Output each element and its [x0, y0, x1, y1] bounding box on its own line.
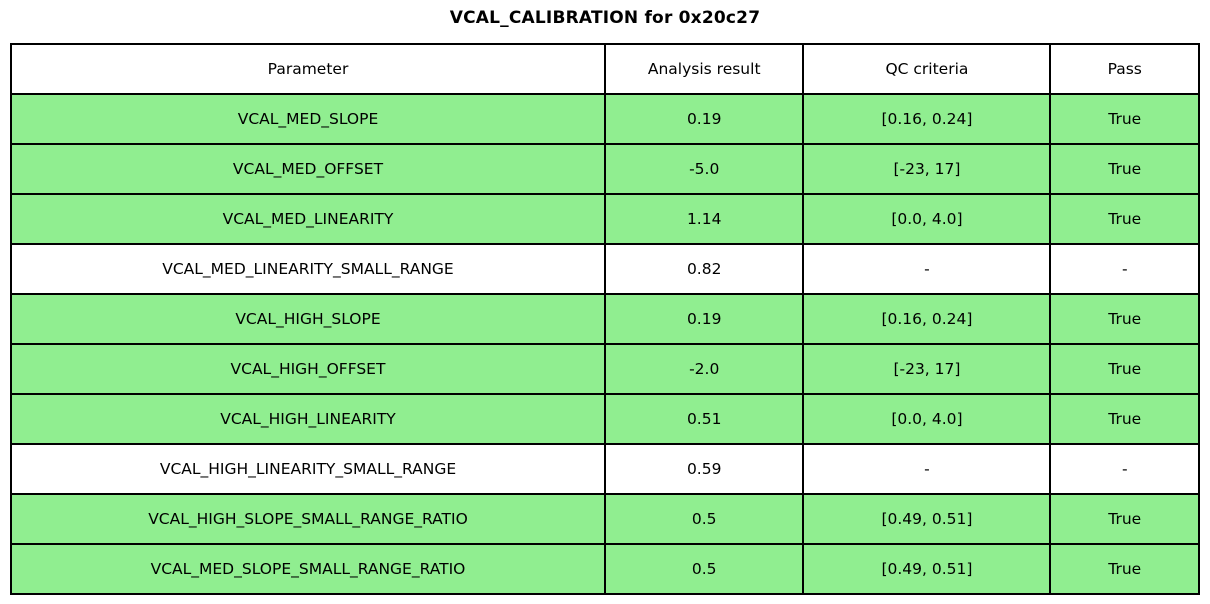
parameter-cell: VCAL_HIGH_SLOPE — [10, 293, 606, 345]
criteria-cell: [0.0, 4.0] — [802, 193, 1052, 245]
criteria-cell: [0.16, 0.24] — [802, 93, 1052, 145]
parameter-cell: VCAL_MED_SLOPE_SMALL_RANGE_RATIO — [10, 543, 606, 595]
pass-cell: True — [1049, 93, 1200, 145]
table-row: VCAL_MED_SLOPE 0.19 [0.16, 0.24] True — [10, 93, 1200, 145]
table-row: VCAL_HIGH_LINEARITY_SMALL_RANGE 0.59- - — [10, 443, 1200, 495]
parameter-cell: VCAL_HIGH_LINEARITY_SMALL_RANGE — [10, 443, 606, 495]
pass-cell: True — [1049, 543, 1200, 595]
result-cell: 0.19 — [603, 293, 805, 345]
column-header-qc-criteria: QC criteria — [802, 43, 1052, 95]
table-row: VCAL_MED_SLOPE_SMALL_RANGE_RATIO 0.5 [0.49… — [10, 543, 1200, 595]
result-cell: 0.19 — [603, 93, 805, 145]
pass-cell: True — [1049, 493, 1200, 545]
result-cell: 0.82 — [603, 243, 805, 295]
column-header-parameter: Parameter — [10, 43, 606, 95]
parameter-cell: VCAL_MED_OFFSET — [10, 143, 606, 195]
pass-cell: True — [1049, 393, 1200, 445]
parameter-cell: VCAL_HIGH_OFFSET — [10, 343, 606, 395]
table-row: VCAL_MED_OFFSET -5.0 [-23, 17] True — [10, 143, 1200, 195]
table-body: VCAL_MED_SLOPE 0.19 [0.16, 0.24] True VCAL_M… — [10, 93, 1200, 595]
result-cell: 1.14 — [603, 193, 805, 245]
pass-cell: - — [1049, 243, 1200, 295]
criteria-cell: - — [802, 443, 1052, 495]
parameter-cell: VCAL_MED_LINEARITY_SMALL_RANGE — [10, 243, 606, 295]
pass-cell: True — [1049, 143, 1200, 195]
pass-cell: - — [1049, 443, 1200, 495]
criteria-cell: [0.49, 0.51] — [802, 543, 1052, 595]
result-cell: 0.5 — [603, 543, 805, 595]
criteria-cell: - — [802, 243, 1052, 295]
table-row: VCAL_HIGH_OFFSET -2.0 [-23, 17] True — [10, 343, 1200, 395]
qc-results-table: Parameter Analysis result QC criteria Pa… — [10, 43, 1200, 595]
criteria-cell: [-23, 17] — [802, 343, 1052, 395]
criteria-cell: [0.49, 0.51] — [802, 493, 1052, 545]
criteria-cell: [0.0, 4.0] — [802, 393, 1052, 445]
table-row: VCAL_HIGH_SLOPE_SMALL_RANGE_RATIO 0.5 [0.4… — [10, 493, 1200, 545]
column-header-pass: Pass — [1049, 43, 1200, 95]
pass-cell: True — [1049, 293, 1200, 345]
parameter-cell: VCAL_MED_LINEARITY — [10, 193, 606, 245]
criteria-cell: [-23, 17] — [802, 143, 1052, 195]
table-row: VCAL_MED_LINEARITY_SMALL_RANGE 0.82- - — [10, 243, 1200, 295]
pass-cell: True — [1049, 343, 1200, 395]
parameter-cell: VCAL_MED_SLOPE — [10, 93, 606, 145]
result-cell: -5.0 — [603, 143, 805, 195]
parameter-cell: VCAL_HIGH_SLOPE_SMALL_RANGE_RATIO — [10, 493, 606, 545]
page-title: VCAL_CALIBRATION for 0x20c27 — [449, 8, 761, 28]
header-row: Parameter Analysis result QC criteria Pa… — [10, 43, 1200, 95]
result-cell: 0.59 — [603, 443, 805, 495]
criteria-cell: [0.16, 0.24] — [802, 293, 1052, 345]
result-cell: 0.5 — [603, 493, 805, 545]
table-row: VCAL_HIGH_SLOPE 0.19 [0.16, 0.24] True — [10, 293, 1200, 345]
result-cell: 0.51 — [603, 393, 805, 445]
table-header: Parameter Analysis result QC criteria Pa… — [10, 43, 1200, 95]
table-row: VCAL_MED_LINEARITY 1.14 [0.0, 4.0] True — [10, 193, 1200, 245]
result-cell: -2.0 — [603, 343, 805, 395]
pass-cell: True — [1049, 193, 1200, 245]
table-row: VCAL_HIGH_LINEARITY 0.51 [0.0, 4.0] True — [10, 393, 1200, 445]
parameter-cell: VCAL_HIGH_LINEARITY — [10, 393, 606, 445]
column-header-analysis-result: Analysis result — [603, 43, 805, 95]
